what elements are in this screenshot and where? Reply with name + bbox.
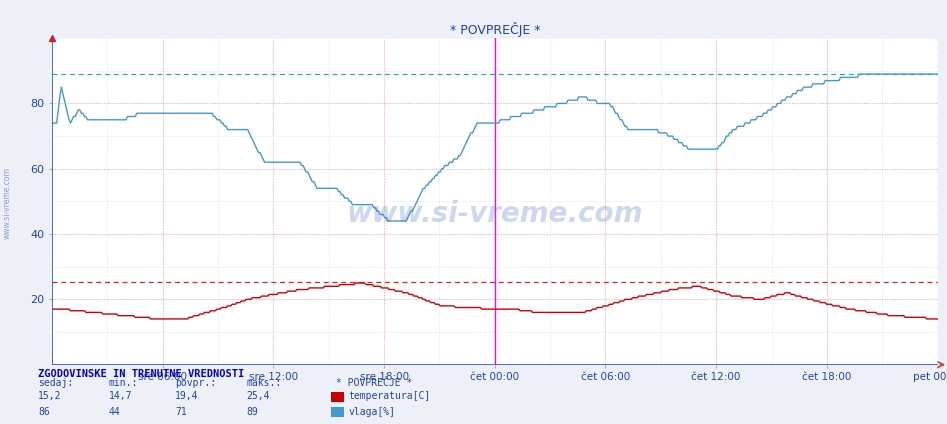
Text: sedaj:: sedaj:	[38, 378, 73, 388]
Text: temperatura[C]: temperatura[C]	[348, 391, 431, 402]
Text: * POVPREČJE *: * POVPREČJE *	[336, 378, 413, 388]
Text: 25,4: 25,4	[246, 391, 270, 402]
Text: 89: 89	[246, 407, 258, 417]
Text: 14,7: 14,7	[109, 391, 133, 402]
Text: povpr.:: povpr.:	[175, 378, 216, 388]
Text: 19,4: 19,4	[175, 391, 199, 402]
Text: 15,2: 15,2	[38, 391, 62, 402]
Text: maks.:: maks.:	[246, 378, 281, 388]
Text: www.si-vreme.com: www.si-vreme.com	[3, 167, 12, 240]
Text: 86: 86	[38, 407, 49, 417]
Title: * POVPREČJE *: * POVPREČJE *	[450, 22, 540, 37]
Text: 44: 44	[109, 407, 120, 417]
Text: 71: 71	[175, 407, 187, 417]
Text: min.:: min.:	[109, 378, 138, 388]
Text: vlaga[%]: vlaga[%]	[348, 407, 396, 417]
Text: www.si-vreme.com: www.si-vreme.com	[347, 201, 643, 229]
Text: ZGODOVINSKE IN TRENUTNE VREDNOSTI: ZGODOVINSKE IN TRENUTNE VREDNOSTI	[38, 369, 244, 379]
